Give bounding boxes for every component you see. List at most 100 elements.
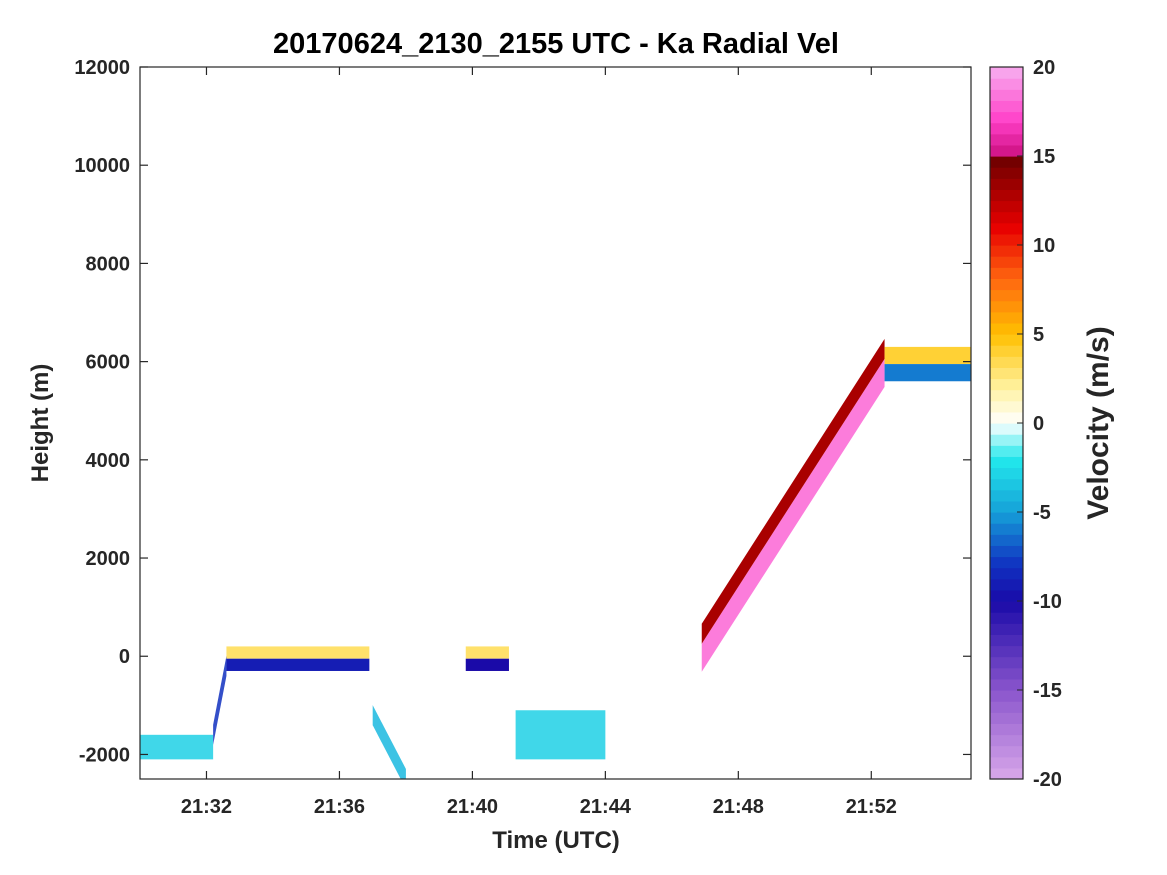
colorbar-level <box>990 211 1023 224</box>
y-tick-label: 0 <box>119 646 130 668</box>
colorbar-level <box>990 356 1023 368</box>
echo-descent-4 <box>372 705 406 779</box>
colorbar-level <box>990 634 1023 647</box>
y-tick-label: 10000 <box>74 155 130 177</box>
colorbar-label: Velocity (m/s) <box>1082 326 1115 519</box>
colorbar-tick-label: 15 <box>1033 146 1055 168</box>
x-tick-label: 21:52 <box>846 796 897 818</box>
colorbar-level <box>990 589 1023 602</box>
colorbar-level <box>990 489 1023 502</box>
x-tick-label: 21:40 <box>447 796 498 818</box>
colorbar-level <box>990 167 1023 179</box>
colorbar-level <box>990 434 1023 446</box>
colorbar-level <box>990 389 1023 402</box>
colorbar-level <box>990 645 1023 658</box>
colorbar-level <box>990 334 1023 346</box>
echo-ascent-7-lower <box>701 358 885 672</box>
colorbar-tick-label: 5 <box>1033 324 1044 346</box>
echo-upper-level-band-8-upper <box>884 346 971 365</box>
chart-title: 20170624_2130_2155 UTC - Ka Radial Vel <box>273 28 839 60</box>
velocity-echo-marks <box>140 338 971 779</box>
colorbar-tick-label: -10 <box>1033 591 1062 613</box>
y-axis-ticks: -2000 0 2000 4000 6000 8000 10000 12000 <box>74 57 971 766</box>
colorbar-level <box>990 723 1023 736</box>
colorbar-level <box>990 734 1023 747</box>
x-axis-ticks: 21:32 21:36 21:40 21:44 21:48 21:52 <box>181 67 897 818</box>
colorbar-level <box>990 545 1023 558</box>
colorbar-level <box>990 345 1023 357</box>
colorbar-level <box>990 156 1023 168</box>
colorbar-level <box>990 690 1023 702</box>
colorbar-level <box>990 667 1023 680</box>
colorbar-level <box>990 133 1023 146</box>
x-tick-label: 21:32 <box>181 796 232 818</box>
colorbar-level <box>990 200 1023 213</box>
colorbar-tick-label: -20 <box>1033 769 1062 791</box>
colorbar-level <box>990 367 1023 380</box>
colorbar-level <box>990 423 1023 435</box>
colorbar-level <box>990 478 1023 491</box>
colorbar-level <box>990 222 1023 235</box>
x-axis-label: Time (UTC) <box>492 827 620 854</box>
echo-upper-level-band-8-lower <box>884 364 971 382</box>
colorbar-level <box>990 767 1023 780</box>
colorbar-tick-label: -5 <box>1033 502 1051 524</box>
y-tick-label: -2000 <box>79 744 130 766</box>
y-tick-label: 6000 <box>86 352 131 374</box>
colorbar-level <box>990 189 1023 202</box>
colorbar-tick-label: 20 <box>1033 57 1055 79</box>
colorbar-level <box>990 512 1023 524</box>
colorbar-level <box>990 523 1023 535</box>
colorbar-level <box>990 411 1023 424</box>
colorbar-level <box>990 300 1023 313</box>
y-tick-label: 2000 <box>86 548 131 570</box>
colorbar-level <box>990 111 1023 124</box>
colorbar-level <box>990 467 1023 480</box>
colorbar-level <box>990 534 1023 546</box>
colorbar-tick-label: 0 <box>1033 413 1044 435</box>
colorbar-level <box>990 78 1023 90</box>
y-tick-label: 4000 <box>86 450 131 472</box>
y-tick-label: 12000 <box>74 57 130 79</box>
colorbar-ticks: -20 -15 -10 -5 0 5 10 15 20 <box>1017 57 1062 791</box>
colorbar-level <box>990 178 1023 190</box>
colorbar-tick-label: 10 <box>1033 235 1055 257</box>
plot-frame <box>139 66 972 780</box>
y-tick-label: 8000 <box>86 253 131 275</box>
echo-level-band-5-lower <box>465 658 509 671</box>
colorbar-level <box>990 601 1023 613</box>
colorbar-level <box>990 400 1023 413</box>
colorbar-level <box>990 456 1023 469</box>
x-tick-label: 21:44 <box>580 796 632 818</box>
colorbar-level <box>990 233 1023 246</box>
x-tick-label: 21:48 <box>713 796 764 818</box>
colorbar-level <box>990 267 1023 279</box>
colorbar-level <box>990 311 1023 324</box>
colorbar-level <box>990 656 1023 669</box>
echo-ascent-edge-2 <box>213 656 227 745</box>
colorbar-level <box>990 445 1023 457</box>
echo-near-surface-band-6 <box>515 710 606 760</box>
echo-level-band-3-lower <box>226 658 370 671</box>
x-tick-label: 21:36 <box>314 796 365 818</box>
colorbar-level <box>990 89 1023 101</box>
echo-level-band-5-upper <box>465 646 509 659</box>
colorbar-tick-label: -15 <box>1033 680 1062 702</box>
y-axis-label: Height (m) <box>27 364 54 483</box>
colorbar-level <box>990 612 1023 624</box>
colorbar-level <box>990 278 1023 291</box>
colorbar-level <box>990 67 1023 79</box>
colorbar-level <box>990 556 1023 569</box>
echo-ascent-7-upper <box>701 338 885 644</box>
colorbar-level <box>990 678 1023 691</box>
colorbar-level <box>990 245 1023 257</box>
colorbar-level <box>990 578 1023 591</box>
colorbar-level <box>990 745 1023 758</box>
colorbar-level <box>990 378 1023 391</box>
colorbar-level <box>990 756 1023 769</box>
colorbar <box>990 67 1023 780</box>
colorbar-level <box>990 322 1023 335</box>
colorbar-level <box>990 712 1023 724</box>
colorbar-level <box>990 289 1023 302</box>
colorbar-level <box>990 122 1023 135</box>
